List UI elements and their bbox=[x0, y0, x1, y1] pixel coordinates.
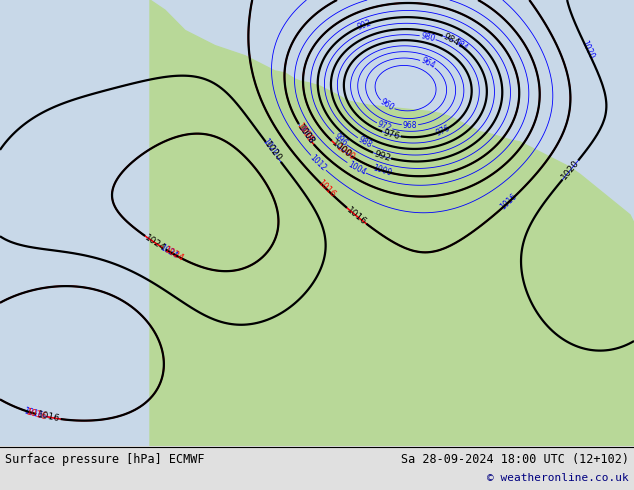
Text: 984: 984 bbox=[442, 32, 461, 48]
Text: 988: 988 bbox=[356, 135, 373, 149]
Text: 992: 992 bbox=[356, 18, 373, 32]
Text: 992: 992 bbox=[372, 149, 391, 163]
Polygon shape bbox=[150, 0, 634, 446]
Text: 960: 960 bbox=[378, 98, 396, 113]
Text: 1016: 1016 bbox=[24, 407, 47, 421]
Text: 1008: 1008 bbox=[295, 122, 316, 147]
Text: 1016: 1016 bbox=[23, 406, 44, 420]
Text: Surface pressure [hPa] ECMWF: Surface pressure [hPa] ECMWF bbox=[5, 453, 205, 466]
Text: 1000: 1000 bbox=[372, 163, 392, 178]
Text: 996: 996 bbox=[332, 131, 349, 147]
Text: 1020: 1020 bbox=[261, 137, 280, 158]
Text: 1024: 1024 bbox=[162, 245, 184, 263]
Text: 968: 968 bbox=[403, 121, 417, 130]
Text: Sa 28-09-2024 18:00 UTC (12+102): Sa 28-09-2024 18:00 UTC (12+102) bbox=[401, 453, 629, 466]
Text: 1012: 1012 bbox=[308, 153, 328, 173]
Text: 1016: 1016 bbox=[36, 410, 60, 424]
Text: 1020: 1020 bbox=[560, 158, 581, 182]
Text: 1008: 1008 bbox=[294, 121, 314, 143]
Text: 1020: 1020 bbox=[579, 39, 595, 60]
Text: 964: 964 bbox=[419, 56, 436, 71]
Text: 1008: 1008 bbox=[297, 124, 315, 145]
Text: 976: 976 bbox=[382, 128, 401, 141]
Text: 1024: 1024 bbox=[143, 233, 167, 253]
Text: 984: 984 bbox=[452, 38, 469, 53]
Text: 1000: 1000 bbox=[329, 138, 353, 160]
Text: 972: 972 bbox=[376, 120, 393, 133]
Text: 976: 976 bbox=[434, 123, 451, 138]
Text: 1020: 1020 bbox=[263, 140, 284, 164]
Text: © weatheronline.co.uk: © weatheronline.co.uk bbox=[488, 473, 629, 483]
Text: 980: 980 bbox=[420, 31, 436, 44]
Text: 1016: 1016 bbox=[315, 178, 337, 199]
Text: 1024: 1024 bbox=[158, 243, 180, 260]
Text: 1016: 1016 bbox=[499, 192, 519, 212]
Text: 1000: 1000 bbox=[334, 142, 356, 162]
Text: 1016: 1016 bbox=[345, 205, 368, 227]
Text: 1004: 1004 bbox=[346, 160, 367, 177]
